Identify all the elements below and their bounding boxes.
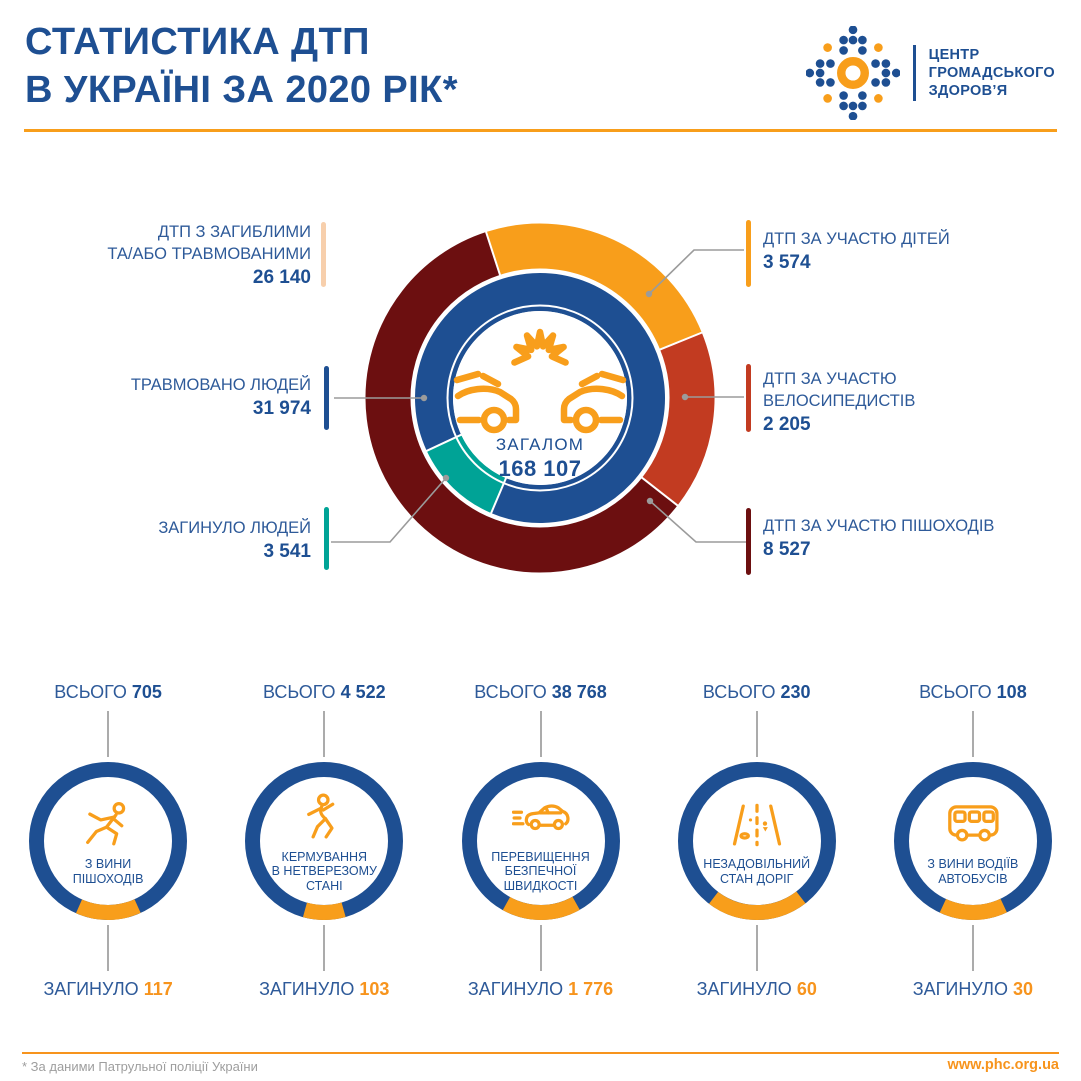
stat-ring: З ВИНИ ВОДІЇВ АВТОБУСІВ <box>893 761 1053 921</box>
died-label: ЗАГИНУЛО 103 <box>259 979 390 999</box>
ring-label: НЕЗАДОВІЛЬНИЙ СТАН ДОРІГ <box>703 857 811 886</box>
value: 3 541 <box>263 541 311 562</box>
ring-chart <box>893 762 1052 920</box>
page-title-line1: СТАТИСТИКА ДТП <box>25 21 370 63</box>
donut-label-bar <box>746 364 751 432</box>
died-value: 103 <box>359 979 390 999</box>
ring-chart <box>677 762 836 920</box>
ring-label: З ВИНИ ВОДІЇВ АВТОБУСІВ <box>927 857 1019 886</box>
ring-label: З ВИНИ ПІШОХОДІВ <box>72 857 144 886</box>
cause-drunk-driving: ВСЬОГО 4 522 <box>216 682 432 1000</box>
cause-road-condition: ВСЬОГО 230 <box>649 682 865 1000</box>
total-value: 38 768 <box>551 682 607 702</box>
died-label: ЗАГИНУЛО 117 <box>43 979 173 999</box>
connector-line <box>107 925 110 971</box>
died-value: 30 <box>1013 979 1034 999</box>
stat-ring: З ВИНИ ПІШОХОДІВ <box>28 761 188 921</box>
connector-line <box>323 711 326 757</box>
died-label: ЗАГИНУЛО 60 <box>696 979 817 999</box>
logo-text: ЦЕНТР ГРОМАДСЬКОГО ЗДОРОВ’Я <box>928 47 1055 99</box>
donut-label-injured-people: ТРАВМОВАНО ЛЮДЕЙ 31 974 <box>51 374 311 420</box>
phc-logo: ЦЕНТР ГРОМАДСЬКОГО ЗДОРОВ’Я <box>805 26 1055 120</box>
page-title-line2: В УКРАЇНІ ЗА 2020 РІК* <box>25 69 458 111</box>
donut-label-bar <box>746 220 751 287</box>
total-label: ВСЬОГО 705 <box>54 682 162 702</box>
donut-label-bar <box>324 366 329 430</box>
died-value: 117 <box>143 979 173 999</box>
value: 3 574 <box>763 252 811 273</box>
ring-chart <box>245 762 404 920</box>
accidents-donut-chart: ЗАГАЛОМ 168 107 <box>365 223 715 573</box>
ring-label: КЕРМУВАННЯ В НЕТВЕРЕЗОМУ СТАНІ <box>271 849 377 893</box>
causes-row: ВСЬОГО 705 <box>0 682 1081 1000</box>
drunk-driving-icon <box>307 793 335 839</box>
header-divider <box>24 129 1057 132</box>
cause-speeding: ВСЬОГО 38 768 <box>432 682 648 1000</box>
value: 26 140 <box>252 267 311 288</box>
donut-label-died-people: ЗАГИНУЛО ЛЮДЕЙ 3 541 <box>51 517 311 563</box>
donut-label-children: ДТП ЗА УЧАСТЮ ДІТЕЙ 3 574 <box>763 230 950 273</box>
footer-source-note: * За даними Патрульної поліції України <box>22 1059 258 1074</box>
connector-line <box>539 711 542 757</box>
donut-label-pedestrians: ДТП ЗА УЧАСТЮ ПІШОХОДІВ 8 527 <box>763 517 995 560</box>
page-title: СТАТИСТИКА ДТП В УКРАЇНІ ЗА 2020 РІК* <box>25 18 458 114</box>
ring-label: ПЕРЕВИЩЕННЯ БЕЗПЕЧНОЇ ШВИДКОСТІ <box>491 849 590 893</box>
ring-chart <box>461 762 620 920</box>
cause-bus-drivers: ВСЬОГО 108 <box>865 682 1081 1000</box>
phc-logo-icon <box>805 26 900 120</box>
total-label: ВСЬОГО 38 768 <box>474 682 607 702</box>
stat-ring: НЕЗАДОВІЛЬНИЙ СТАН ДОРІГ <box>677 761 837 921</box>
footer-website-link[interactable]: www.phc.org.ua <box>947 1057 1059 1073</box>
footer-divider <box>22 1052 1059 1054</box>
donut-label-cyclists: ДТП ЗА УЧАСТЮ ВЕЛОСИПЕДИСТІВ 2 205 <box>763 370 916 435</box>
donut-center-label: ЗАГАЛОМ <box>496 435 584 454</box>
died-label: ЗАГИНУЛО 1 776 <box>467 979 614 999</box>
connector-line <box>755 711 758 757</box>
total-label: ВСЬОГО 108 <box>919 682 1027 702</box>
donut-label-killed-injured: ДТП З ЗАГИБЛИМИ ТА/АБО ТРАВМОВАНИМИ 26 1… <box>51 221 311 289</box>
died-label: ЗАГИНУЛО 30 <box>912 979 1034 999</box>
value: 8 527 <box>763 539 811 560</box>
connector-line <box>107 711 110 757</box>
connector-line <box>971 925 974 971</box>
donut-label-bar <box>324 507 329 570</box>
died-value: 60 <box>796 979 817 999</box>
connector-line <box>539 925 542 971</box>
connector-line <box>971 711 974 757</box>
donut-center-value: 168 107 <box>498 456 581 481</box>
speeding-car-icon <box>511 804 570 830</box>
total-label: ВСЬОГО 230 <box>702 682 811 702</box>
car-crash-icon <box>453 328 627 434</box>
total-label: ВСЬОГО 4 522 <box>262 682 386 702</box>
value: 31 974 <box>252 398 311 419</box>
stat-ring: КЕРМУВАННЯ В НЕТВЕРЕЗОМУ СТАНІ <box>244 761 404 921</box>
connector-line <box>323 925 326 971</box>
donut-label-bar <box>321 222 326 287</box>
stat-ring: ПЕРЕВИЩЕННЯ БЕЗПЕЧНОЇ ШВИДКОСТІ <box>461 761 621 921</box>
value: 2 205 <box>763 414 811 435</box>
total-value: 4 522 <box>340 682 386 702</box>
total-value: 230 <box>780 682 811 702</box>
bus-icon <box>948 805 999 842</box>
died-value: 1 776 <box>568 979 614 999</box>
total-value: 705 <box>131 682 162 702</box>
ring-chart <box>29 762 188 920</box>
donut-label-bar <box>746 508 751 575</box>
connector-line <box>755 925 758 971</box>
road-condition-icon <box>732 803 781 847</box>
donut-center <box>453 311 627 485</box>
logo-divider <box>912 45 916 101</box>
pedestrian-icon <box>86 801 126 846</box>
cause-pedestrians-fault: ВСЬОГО 705 <box>0 682 216 1000</box>
total-value: 108 <box>996 682 1027 702</box>
